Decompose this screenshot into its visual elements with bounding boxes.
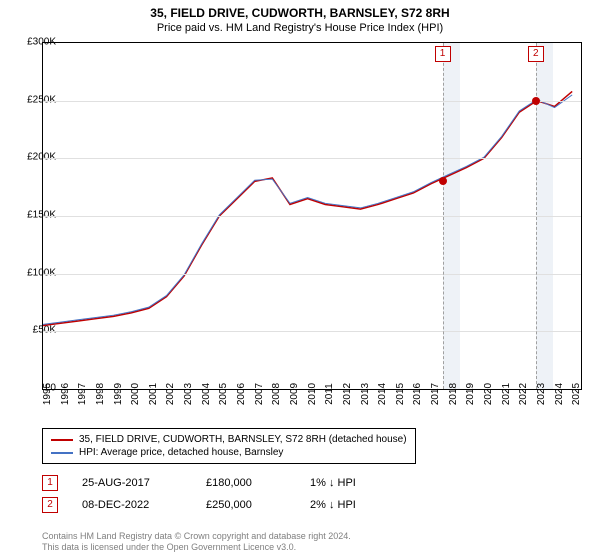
- x-tick-label: 2008: [271, 383, 282, 405]
- x-tick-label: 2006: [236, 383, 247, 405]
- sale-diff: 1% ↓ HPI: [310, 477, 400, 489]
- x-tick-label: 2005: [218, 383, 229, 405]
- event-marker-box: 1: [435, 46, 451, 62]
- sale-date: 08-DEC-2022: [82, 499, 182, 511]
- chart-subtitle: Price paid vs. HM Land Registry's House …: [0, 20, 600, 38]
- sale-row: 2 08-DEC-2022 £250,000 2% ↓ HPI: [42, 494, 400, 516]
- x-tick-label: 2013: [360, 383, 371, 405]
- x-axis-labels: 1995199619971998199920002001200220032004…: [42, 392, 582, 422]
- x-tick-label: 1997: [77, 383, 88, 405]
- chart-legend: 35, FIELD DRIVE, CUDWORTH, BARNSLEY, S72…: [42, 428, 416, 464]
- sale-index-box: 1: [42, 475, 58, 491]
- chart-title: 35, FIELD DRIVE, CUDWORTH, BARNSLEY, S72…: [0, 0, 600, 20]
- event-vline: [536, 43, 537, 389]
- sale-price: £250,000: [206, 499, 286, 511]
- legend-label: 35, FIELD DRIVE, CUDWORTH, BARNSLEY, S72…: [79, 434, 407, 445]
- x-tick-label: 2002: [165, 383, 176, 405]
- x-tick-label: 2004: [201, 383, 212, 405]
- x-tick-label: 2024: [554, 383, 565, 405]
- x-tick-label: 2025: [571, 383, 582, 405]
- x-tick-label: 2003: [183, 383, 194, 405]
- x-tick-label: 1995: [42, 383, 53, 405]
- x-tick-label: 2009: [289, 383, 300, 405]
- footer-text: Contains HM Land Registry data © Crown c…: [42, 531, 351, 554]
- legend-swatch: [51, 439, 73, 441]
- x-tick-label: 2022: [518, 383, 529, 405]
- sale-date: 25-AUG-2017: [82, 477, 182, 489]
- event-marker-box: 2: [528, 46, 544, 62]
- x-tick-label: 2015: [395, 383, 406, 405]
- x-tick-label: 2021: [501, 383, 512, 405]
- x-tick-label: 2011: [324, 383, 335, 405]
- x-tick-label: 1996: [60, 383, 71, 405]
- chart-container: 35, FIELD DRIVE, CUDWORTH, BARNSLEY, S72…: [0, 0, 600, 560]
- x-tick-label: 2000: [130, 383, 141, 405]
- legend-item: HPI: Average price, detached house, Barn…: [51, 446, 407, 459]
- x-tick-label: 2018: [448, 383, 459, 405]
- footer-line2: This data is licensed under the Open Gov…: [42, 542, 351, 554]
- legend-swatch: [51, 452, 73, 454]
- sale-dot: [439, 177, 447, 185]
- legend-item: 35, FIELD DRIVE, CUDWORTH, BARNSLEY, S72…: [51, 433, 407, 446]
- x-tick-label: 2017: [430, 383, 441, 405]
- x-tick-label: 2016: [412, 383, 423, 405]
- x-tick-label: 2019: [465, 383, 476, 405]
- sale-price: £180,000: [206, 477, 286, 489]
- sale-row: 1 25-AUG-2017 £180,000 1% ↓ HPI: [42, 472, 400, 494]
- x-tick-label: 2020: [483, 383, 494, 405]
- x-tick-label: 2007: [254, 383, 265, 405]
- sale-dot: [532, 97, 540, 105]
- sales-table: 1 25-AUG-2017 £180,000 1% ↓ HPI 2 08-DEC-2022…: [42, 472, 400, 516]
- x-tick-label: 2010: [307, 383, 318, 405]
- event-vline: [443, 43, 444, 389]
- x-tick-label: 2023: [536, 383, 547, 405]
- x-tick-label: 2012: [342, 383, 353, 405]
- sale-diff: 2% ↓ HPI: [310, 499, 400, 511]
- series-line: [43, 91, 572, 325]
- sale-index-box: 2: [42, 497, 58, 513]
- x-tick-label: 1998: [95, 383, 106, 405]
- x-tick-label: 2014: [377, 383, 388, 405]
- x-tick-label: 1999: [113, 383, 124, 405]
- x-tick-label: 2001: [148, 383, 159, 405]
- legend-label: HPI: Average price, detached house, Barn…: [79, 447, 283, 458]
- series-line: [43, 95, 572, 325]
- chart-plot-area: [42, 42, 582, 390]
- footer-line1: Contains HM Land Registry data © Crown c…: [42, 531, 351, 543]
